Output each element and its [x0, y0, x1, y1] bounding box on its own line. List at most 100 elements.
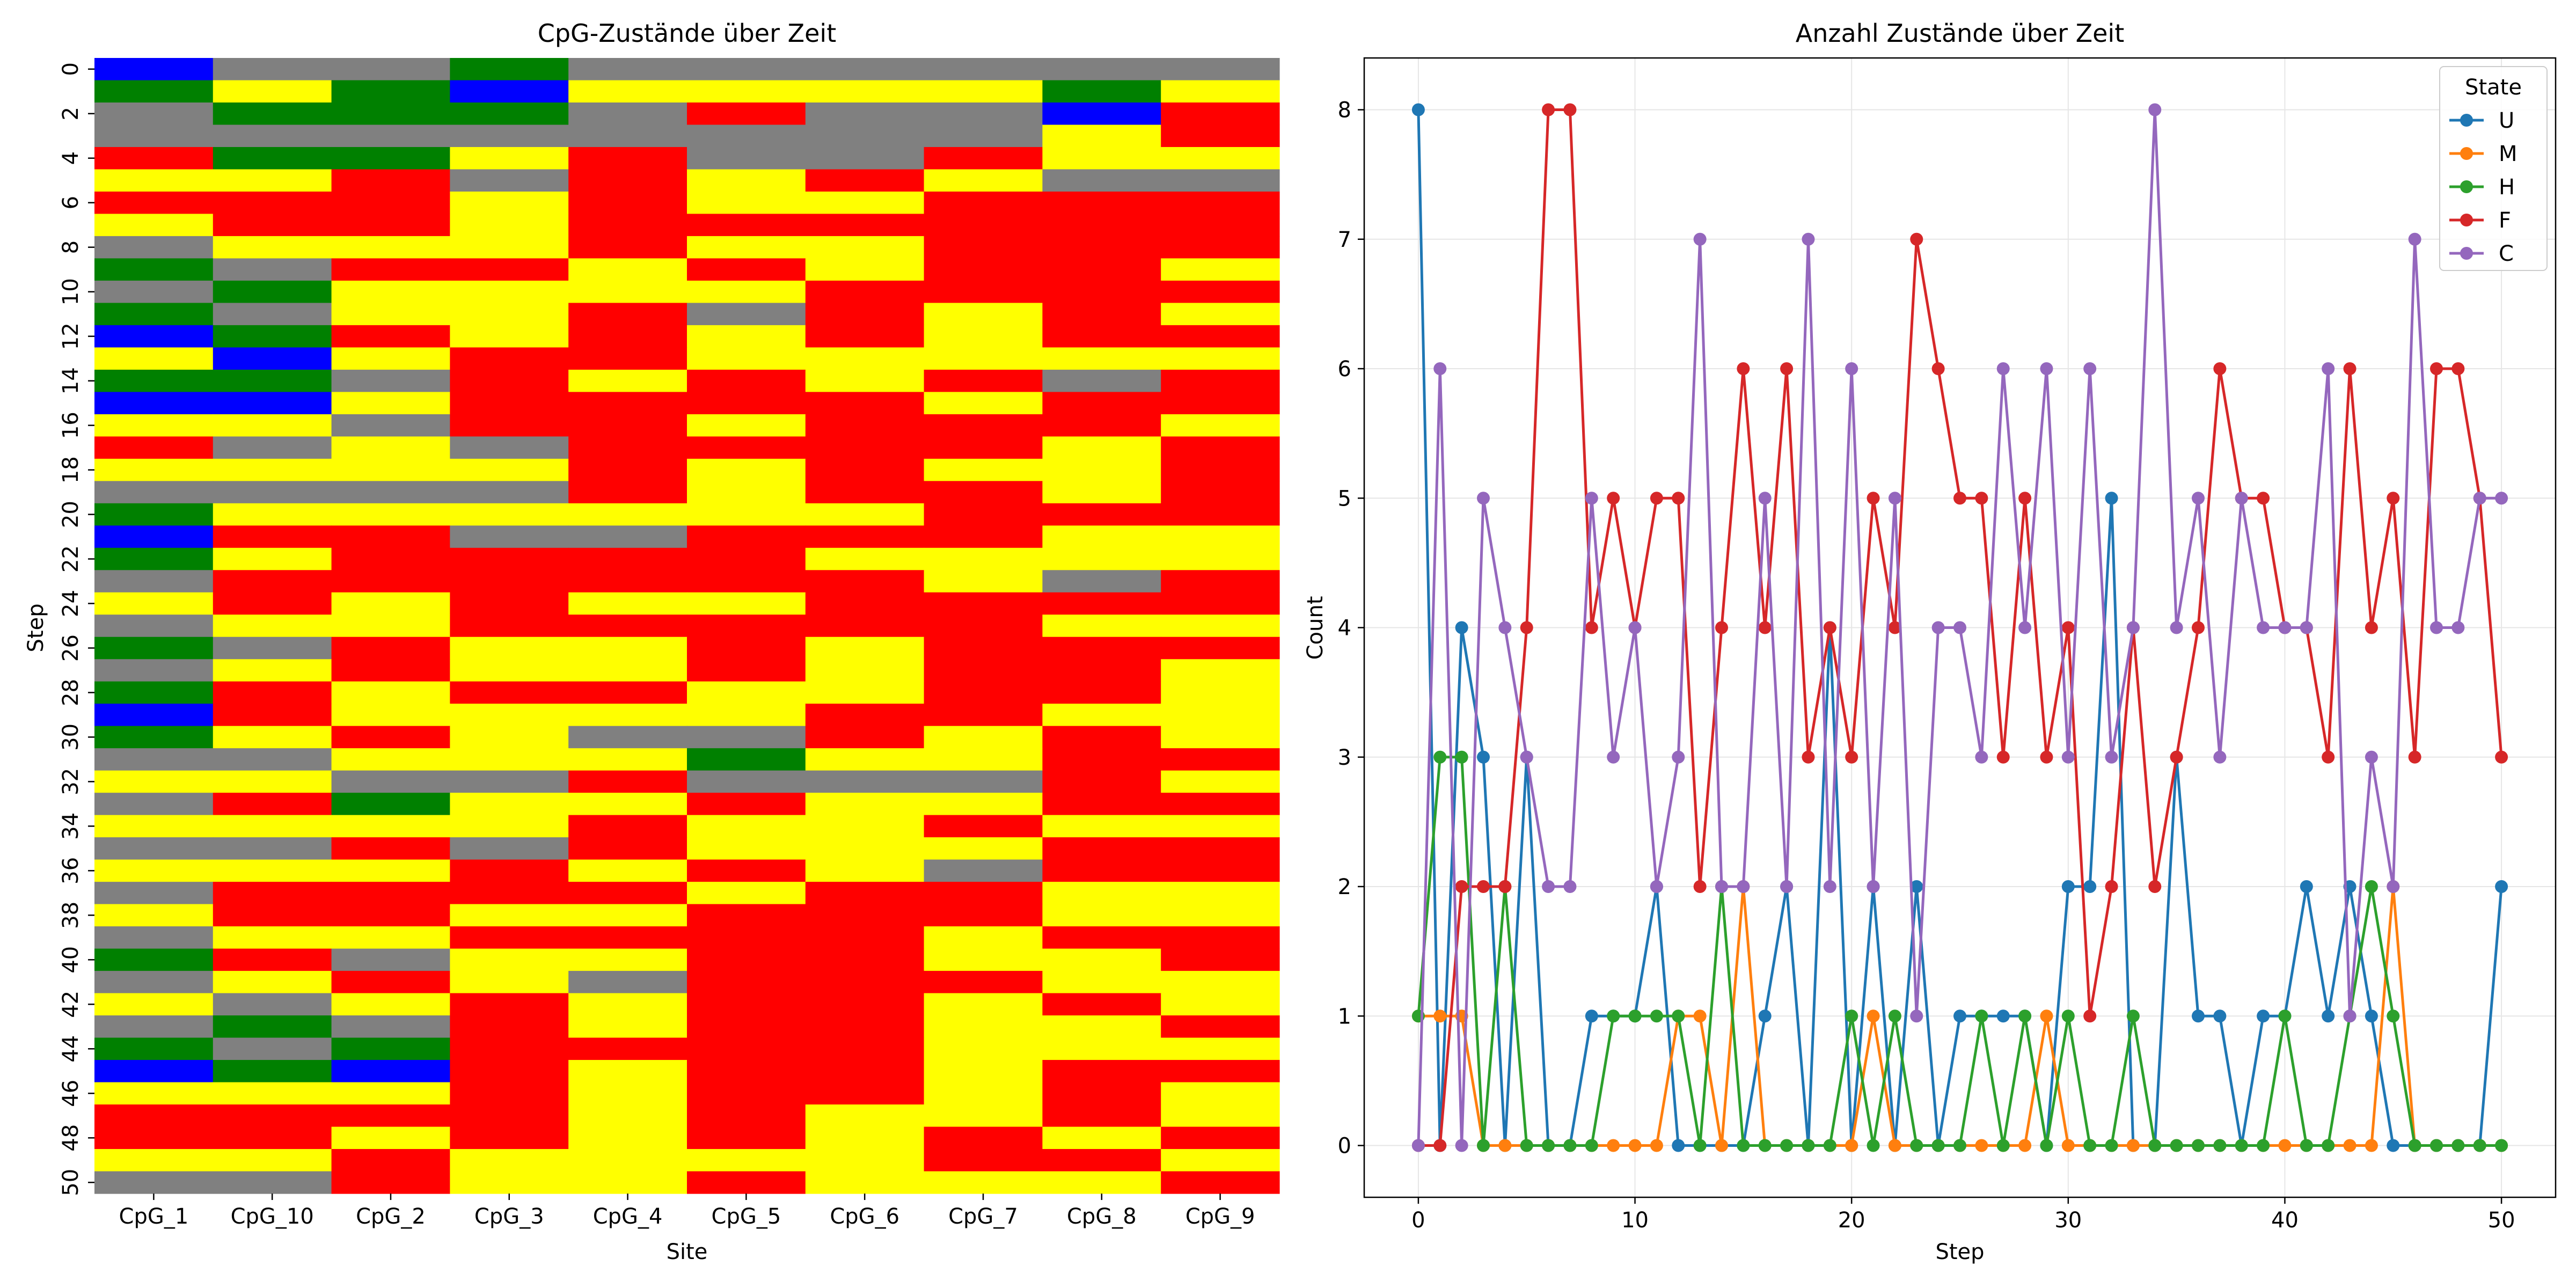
heatmap-cell	[687, 325, 806, 348]
heatmap-cell	[213, 1015, 332, 1038]
series-point	[2257, 492, 2270, 505]
heatmap-cell	[213, 214, 332, 237]
heatmap-cell	[1161, 280, 1280, 303]
series-point	[1455, 621, 1468, 634]
heatmap-cell	[568, 547, 687, 570]
heatmap-cell	[568, 102, 687, 126]
heatmap-cell	[687, 570, 806, 593]
heatmap-cell	[568, 458, 687, 481]
heatmap-cell	[924, 325, 1043, 348]
heatmap-cell	[1161, 1149, 1280, 1172]
heatmap-cell	[1042, 58, 1161, 81]
heatmap-cell	[331, 971, 450, 994]
heatmap-cell	[331, 837, 450, 860]
heatmap-cell	[805, 169, 925, 192]
heatmap-cell	[924, 948, 1043, 971]
heatmap-cell	[450, 948, 569, 971]
heatmap-cell	[94, 726, 214, 749]
heatmap-cell	[331, 125, 450, 148]
heatmap-cell	[1161, 815, 1280, 838]
heatmap-cell	[1161, 169, 1280, 192]
series-point	[1628, 1139, 1642, 1152]
heatmap-cell	[924, 414, 1043, 437]
heatmap-cell	[450, 347, 569, 370]
heatmap-cell	[924, 882, 1043, 905]
heatmap-cell	[331, 948, 450, 971]
heatmap-cell	[450, 748, 569, 771]
heatmap-cell	[1161, 770, 1280, 793]
heatmap-cell	[805, 904, 925, 927]
heatmap-x-tick-label: CpG_8	[1067, 1204, 1137, 1229]
heatmap-cell	[213, 1104, 332, 1128]
heatmap-cell	[1161, 236, 1280, 259]
heatmap-cell	[924, 1104, 1043, 1128]
series-point	[2018, 492, 2032, 505]
series-point	[1672, 492, 1685, 505]
heatmap-cell	[687, 169, 806, 192]
heatmap-cell	[331, 503, 450, 526]
heatmap-cell	[1161, 993, 1280, 1016]
heatmap-cell	[1042, 614, 1161, 638]
heatmap-cell	[450, 436, 569, 459]
series-point	[1455, 1139, 1468, 1152]
series-point	[1520, 621, 1533, 634]
series-point	[2451, 1139, 2465, 1152]
heatmap-cell	[1042, 1149, 1161, 1172]
heatmap-cell	[924, 191, 1043, 215]
heatmap-cell	[687, 837, 806, 860]
heatmap-cell	[805, 1082, 925, 1105]
heatmap-cell	[213, 681, 332, 704]
heatmap-cell	[94, 436, 214, 459]
heatmap-cell	[213, 525, 332, 548]
heatmap-cell	[213, 570, 332, 593]
heatmap-cell	[924, 704, 1043, 727]
series-point	[1628, 1009, 1642, 1023]
heatmap-y-tick-label: 30	[58, 723, 83, 751]
heatmap-cell	[805, 570, 925, 593]
series-point	[2105, 492, 2118, 505]
heatmap-cell	[1042, 347, 1161, 370]
series-point	[1780, 880, 1794, 893]
heatmap-cell	[94, 837, 214, 860]
heatmap-cell	[805, 414, 925, 437]
heatmap-cell	[1161, 102, 1280, 126]
series-point	[1672, 750, 1685, 764]
heatmap-cell	[1042, 481, 1161, 504]
heatmap-cell	[94, 258, 214, 281]
heatmap-cell	[331, 570, 450, 593]
line-y-tick-label: 5	[1338, 486, 1351, 511]
heatmap-cell	[94, 191, 214, 215]
heatmap-cell	[213, 125, 332, 148]
heatmap-cell	[924, 147, 1043, 170]
legend-item: F	[2449, 208, 2511, 233]
series-point	[2322, 750, 2335, 764]
series-point	[1953, 621, 1966, 634]
series-point	[1996, 362, 2010, 375]
series-point	[1802, 232, 1815, 246]
heatmap-cell	[94, 102, 214, 126]
series-point	[2083, 1139, 2097, 1152]
heatmap-cell	[331, 1149, 450, 1172]
heatmap-y-ticks: 0246810121416182022242628303234363840424…	[58, 62, 94, 1196]
heatmap-cell	[924, 681, 1043, 704]
heatmap-cell	[687, 948, 806, 971]
heatmap-cell	[687, 793, 806, 816]
heatmap-cell	[450, 280, 569, 303]
heatmap-cell	[805, 726, 925, 749]
heatmap-cell	[331, 1126, 450, 1150]
heatmap-cell	[94, 1060, 214, 1083]
series-point	[1563, 880, 1577, 893]
heatmap-cell	[94, 570, 214, 593]
series-point	[1931, 362, 1945, 375]
heatmap-cell	[1161, 1126, 1280, 1150]
heatmap-cell	[331, 1037, 450, 1060]
heatmap-cell	[924, 971, 1043, 994]
series-point	[1672, 1009, 1685, 1023]
series-point	[1931, 1139, 1945, 1152]
heatmap-cell	[331, 636, 450, 660]
heatmap-cell	[805, 681, 925, 704]
heatmap-cell	[568, 636, 687, 660]
legend-swatch-marker	[2460, 214, 2473, 226]
heatmap-cell	[568, 993, 687, 1016]
heatmap-cell	[687, 614, 806, 638]
